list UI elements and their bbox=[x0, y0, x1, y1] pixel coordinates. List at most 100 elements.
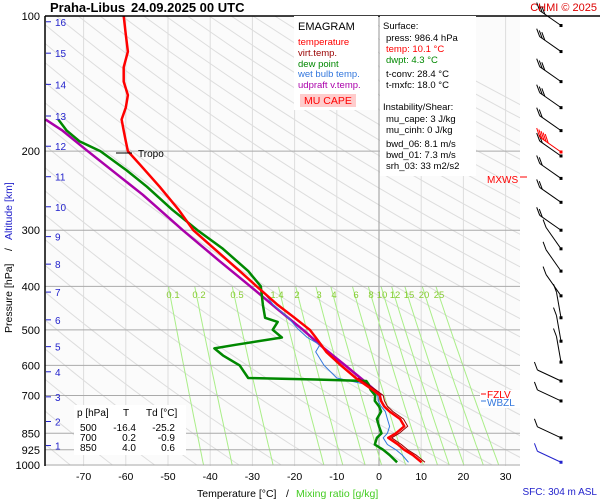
table-header-p: p [hPa] bbox=[77, 408, 109, 419]
mxws-barb-feather bbox=[538, 129, 543, 139]
dry-adiabat-line bbox=[45, 61, 520, 376]
wind-barb-staff bbox=[555, 336, 562, 363]
wind-barb-feather bbox=[541, 32, 546, 41]
altitude-tick-label: 15 bbox=[55, 49, 67, 60]
mixing-ratio-label: 25 bbox=[434, 290, 445, 301]
series-udpraft-v-temp-line bbox=[45, 118, 382, 397]
wind-barb-feather bbox=[553, 307, 557, 316]
x-tick-label: -50 bbox=[160, 471, 175, 483]
surface-tconv: t-conv: 28.4 °C bbox=[386, 69, 449, 80]
wbzl-label: WBZL bbox=[487, 398, 515, 409]
series-layer bbox=[45, 16, 426, 464]
mixing-ratio-label: 1.4 bbox=[270, 290, 283, 301]
altitude-tick-label: 7 bbox=[55, 288, 61, 299]
wind-barb-feather bbox=[553, 283, 557, 293]
wind-barb-feather bbox=[538, 109, 543, 118]
surface-dwpt: dwpt: 4.3 °C bbox=[386, 55, 438, 66]
pressure-tick-label: 600 bbox=[22, 360, 40, 372]
bwd-01-value: bwd_01: 7.3 m/s bbox=[386, 150, 456, 161]
fzlv-wbzl-bg bbox=[480, 390, 522, 408]
table-cell: 0.6 bbox=[161, 443, 175, 454]
mixing-ratio-label: 4 bbox=[331, 290, 336, 301]
mu-cape-badge bbox=[300, 94, 356, 107]
wind-barb-feather bbox=[538, 157, 543, 166]
altitude-tick-label: 9 bbox=[55, 233, 61, 244]
wind-barb-point bbox=[559, 154, 563, 158]
wind-barb-feather bbox=[533, 361, 538, 371]
wind-barb-feather bbox=[536, 84, 541, 93]
wind-barb-point bbox=[559, 339, 563, 343]
wind-barb-point bbox=[559, 228, 563, 232]
mixing-ratio-label: 2 bbox=[294, 290, 299, 301]
pressure-tick-label: 200 bbox=[22, 146, 40, 158]
wind-barb-feather bbox=[536, 58, 541, 67]
table-cell: -16.4 bbox=[113, 423, 136, 434]
table-cell: -25.2 bbox=[152, 423, 175, 434]
wind-barb bbox=[542, 241, 563, 273]
sfc-label: SFC: 304 m ASL bbox=[523, 487, 598, 498]
dry-adiabat-line bbox=[77, 16, 520, 302]
dry-adiabat-line bbox=[45, 42, 520, 356]
mixing-ratio-label: 10 bbox=[377, 290, 388, 301]
wind-barb bbox=[536, 132, 563, 158]
table-cell: 0.2 bbox=[122, 433, 136, 444]
mixing-ratio-label: 6 bbox=[353, 290, 358, 301]
wind-barb bbox=[536, 107, 563, 133]
dry-adiabat-line bbox=[187, 16, 520, 220]
wind-barb-feather bbox=[533, 381, 538, 391]
wind-barb-point bbox=[559, 269, 563, 273]
wind-barb-feather bbox=[536, 132, 541, 142]
station-title: Praha-Libus bbox=[50, 0, 125, 15]
wind-barb-staff bbox=[539, 115, 562, 132]
fzlv-label: FZLV bbox=[487, 390, 511, 401]
x-tick-label: 30 bbox=[500, 471, 512, 483]
x-tick-label: -20 bbox=[287, 471, 302, 483]
wind-barb-feather bbox=[541, 62, 546, 71]
altitude-tick-label: 1 bbox=[55, 442, 61, 453]
wind-barb-staff bbox=[537, 389, 562, 402]
wind-barb bbox=[533, 443, 563, 464]
altitude-tick-label: 11 bbox=[55, 173, 66, 184]
wind-barb-feather bbox=[538, 30, 543, 39]
altitude-tick-label: 13 bbox=[55, 112, 67, 123]
altitude-tick-label: 5 bbox=[55, 343, 61, 354]
wind-barb-staff bbox=[555, 315, 562, 342]
dry-adiabat-line bbox=[121, 16, 520, 268]
pressure-tick-label: 500 bbox=[22, 325, 40, 337]
dry-adiabat-line bbox=[208, 16, 520, 204]
wind-barb-point bbox=[559, 360, 563, 364]
legend-dew-point: dew point bbox=[298, 59, 339, 70]
mxws-barb-staff bbox=[539, 136, 562, 153]
series-temperature-line bbox=[120, 16, 423, 464]
legend-title: EMAGRAM bbox=[298, 21, 355, 33]
datetime-title: 24.09.2025 00 UTC bbox=[131, 0, 245, 15]
mixing-ratio-label: 8 bbox=[368, 290, 373, 301]
wind-barb bbox=[542, 219, 563, 251]
altitude-tick-label: 14 bbox=[55, 80, 67, 91]
wind-barb bbox=[536, 28, 563, 54]
mxws-barb-feather bbox=[544, 133, 549, 144]
y-axis-title-2: Altitude [km] bbox=[3, 182, 15, 240]
x-tick-label: 0 bbox=[376, 471, 382, 483]
wind-barb-staff bbox=[539, 187, 562, 203]
pressure-tick-label: 400 bbox=[22, 281, 40, 293]
wind-barb-point bbox=[559, 294, 563, 298]
altitude-tick-label: 10 bbox=[55, 203, 67, 214]
wind-barb-feather bbox=[542, 219, 547, 228]
wind-barb-feather bbox=[536, 207, 541, 216]
wind-barb-feather bbox=[538, 208, 543, 218]
series-dew-point-line bbox=[57, 118, 398, 464]
wind-barb-feather bbox=[553, 328, 557, 337]
mxws-barb-point bbox=[559, 150, 563, 154]
wind-barb-staff bbox=[545, 249, 562, 272]
table-header-t: T bbox=[123, 408, 129, 419]
surface-press: press: 986.4 hPa bbox=[386, 33, 459, 44]
wind-barb-point bbox=[559, 106, 563, 110]
x-tick-label: -40 bbox=[203, 471, 218, 483]
altitude-tick-label: 16 bbox=[55, 18, 67, 29]
wind-barb bbox=[536, 58, 563, 84]
instability-title: Instability/Shear: bbox=[383, 102, 453, 113]
wind-barb bbox=[536, 84, 563, 110]
wind-barb bbox=[553, 307, 563, 343]
